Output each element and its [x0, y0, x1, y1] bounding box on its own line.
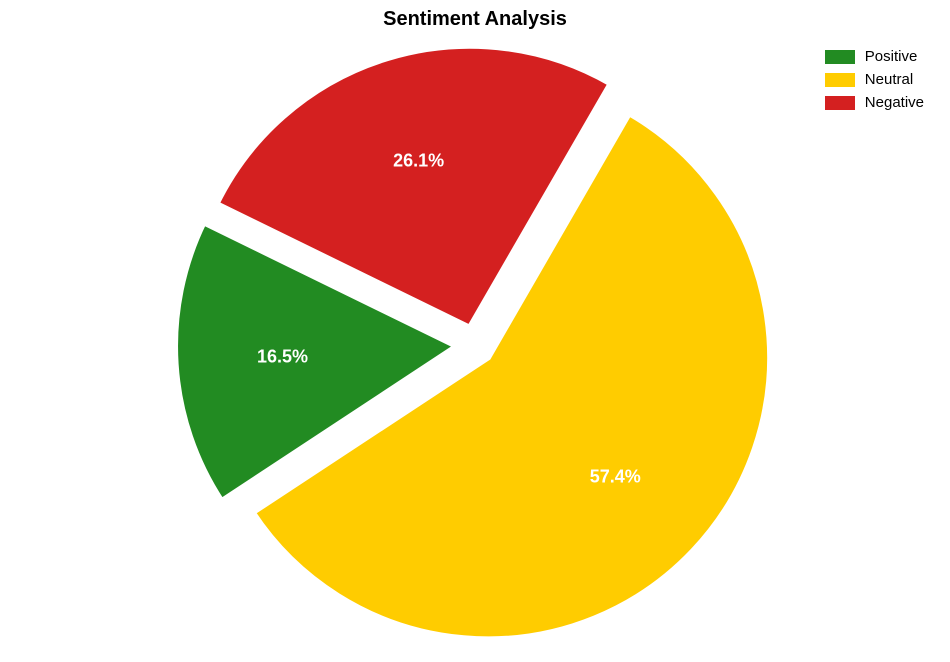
legend: Positive Neutral Negative: [825, 48, 924, 117]
legend-swatch: [825, 96, 855, 110]
legend-label: Positive: [865, 48, 918, 65]
slice-label-positive: 16.5%: [257, 347, 308, 368]
legend-label: Neutral: [865, 71, 913, 88]
slice-label-negative: 26.1%: [393, 150, 444, 171]
legend-label: Negative: [865, 94, 924, 111]
legend-item-negative: Negative: [825, 94, 924, 111]
legend-item-neutral: Neutral: [825, 71, 924, 88]
slice-label-neutral: 57.4%: [590, 467, 641, 488]
legend-item-positive: Positive: [825, 48, 924, 65]
pie-chart: [0, 0, 950, 662]
legend-swatch: [825, 50, 855, 64]
legend-swatch: [825, 73, 855, 87]
